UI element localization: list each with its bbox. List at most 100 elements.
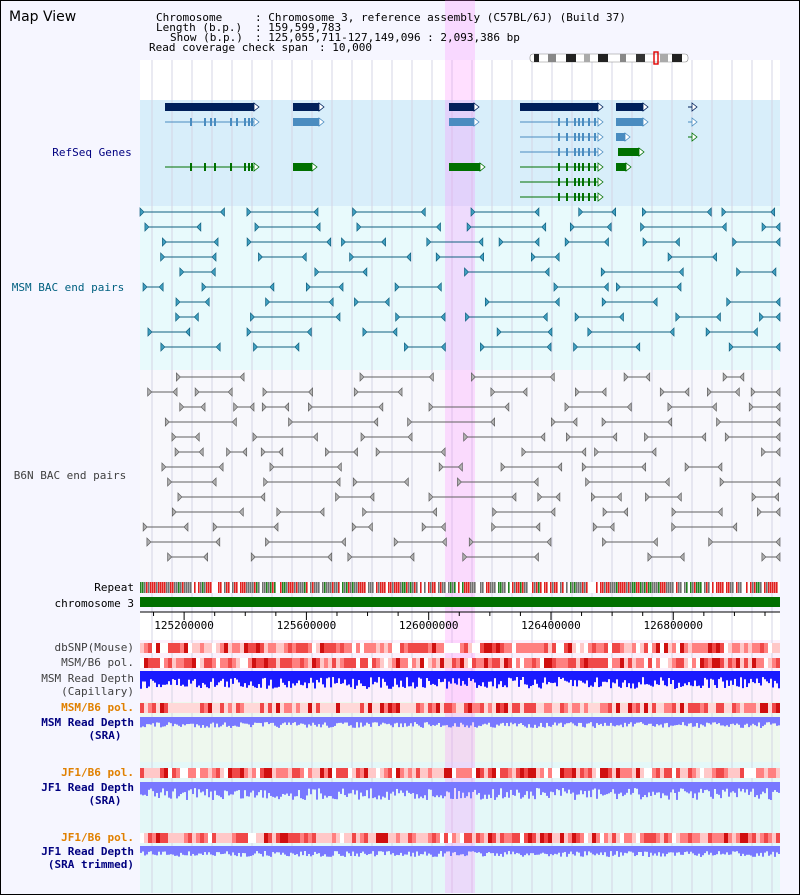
depth-bar <box>680 671 682 687</box>
bac-end-marker <box>544 267 550 277</box>
bac-end-marker <box>564 237 570 247</box>
gene-strand-arrow <box>597 177 604 187</box>
track-label-refseq-genes[interactable]: RefSeq Genes <box>52 146 132 159</box>
gene-exon <box>566 163 568 171</box>
pol-cell <box>340 643 344 653</box>
depth-bar <box>528 782 530 799</box>
depth-bar <box>246 717 248 724</box>
depth-bar <box>164 671 166 685</box>
depth-bar <box>670 782 672 793</box>
track-label-jf1-trim[interactable]: JF1 Read Depth <box>41 845 134 858</box>
depth-bar <box>486 671 488 688</box>
bac-end-marker <box>717 462 723 472</box>
pol-cell <box>144 768 148 778</box>
pol-cell <box>720 643 724 653</box>
pol-cell <box>680 658 684 668</box>
depth-bar <box>310 846 312 857</box>
track-label-msm-depth-sra[interactable]: MSM Read Depth <box>41 716 134 729</box>
depth-bar <box>642 782 644 798</box>
depth-bar <box>258 671 260 685</box>
bac-end-marker <box>609 522 615 532</box>
depth-bar <box>636 671 638 688</box>
depth-bar <box>428 846 430 854</box>
bac-end-marker <box>546 342 552 352</box>
depth-bar <box>208 782 210 798</box>
pol-cell <box>672 703 676 713</box>
pol-cell <box>204 643 208 653</box>
pol-cell <box>524 703 528 713</box>
pol-cell <box>344 643 348 653</box>
track-label-msm-b6-pol-2[interactable]: MSM/B6 pol. <box>61 701 134 714</box>
bac-end-marker <box>592 522 598 532</box>
gene-exon <box>248 163 250 171</box>
depth-bar <box>162 846 164 852</box>
depth-bar <box>660 782 662 799</box>
bac-end-marker <box>549 372 555 382</box>
depth-bar <box>166 671 168 685</box>
pol-cell <box>272 768 276 778</box>
depth-bar <box>678 782 680 792</box>
bac-end-marker <box>581 462 587 472</box>
gene-exon <box>582 178 584 186</box>
pol-cell <box>540 643 544 653</box>
bac-end-marker <box>564 402 570 412</box>
pol-cell <box>208 833 212 843</box>
depth-bar <box>644 671 646 685</box>
track-label-msm-depth-capillary[interactable]: MSM Read Depth <box>41 672 134 685</box>
track-label-repeat[interactable]: Repeat <box>94 581 134 594</box>
track-label-b6n-bac[interactable]: B6N BAC end pairs <box>13 469 127 482</box>
repeat-element <box>534 582 536 593</box>
depth-bar <box>304 846 306 852</box>
pol-cell <box>212 658 216 668</box>
depth-bar <box>524 846 526 856</box>
depth-bar <box>256 717 258 723</box>
depth-bar <box>358 671 360 681</box>
track-label-msm-depth-capillary-sub: (Capillary) <box>61 685 134 698</box>
depth-bar <box>428 671 430 681</box>
depth-bar <box>740 846 742 857</box>
track-label-msm-b6-pol[interactable]: MSM/B6 pol. <box>61 656 134 669</box>
depth-bar <box>182 671 184 685</box>
pol-cell <box>304 833 308 843</box>
pol-cell <box>252 658 256 668</box>
pol-cell <box>740 703 744 713</box>
depth-bar <box>596 782 598 799</box>
bac-end-marker <box>775 312 781 322</box>
gene-exon <box>251 163 253 171</box>
repeat-element <box>500 582 502 593</box>
bac-end-marker <box>616 492 622 502</box>
pol-cell <box>236 768 240 778</box>
track-label-jf1-pol[interactable]: JF1/B6 pol. <box>61 766 134 779</box>
track-label-jf1-depth[interactable]: JF1 Read Depth <box>41 781 134 794</box>
depth-bar <box>430 671 432 685</box>
repeat-element <box>290 582 292 593</box>
pol-cell <box>448 643 452 653</box>
bac-end-marker <box>167 477 173 487</box>
track-label-jf1-pol-2[interactable]: JF1/B6 pol. <box>61 831 134 844</box>
depth-bar <box>230 782 232 795</box>
pol-cell <box>556 643 560 653</box>
depth-bar <box>250 671 252 682</box>
pol-cell <box>316 768 320 778</box>
depth-bar <box>556 671 558 687</box>
track-label-msm-bac[interactable]: MSM BAC end pairs <box>11 281 125 294</box>
depth-bar <box>692 671 694 687</box>
depth-bar <box>690 671 692 686</box>
depth-bar <box>672 846 674 853</box>
depth-bar <box>756 782 758 796</box>
depth-bar <box>482 717 484 725</box>
depth-bar <box>172 782 174 792</box>
depth-bar <box>510 717 512 723</box>
depth-bar <box>730 846 732 855</box>
depth-bar <box>472 717 474 723</box>
depth-bar <box>254 671 256 688</box>
pol-cell <box>604 643 608 653</box>
depth-bar <box>242 782 244 799</box>
pol-cell <box>364 703 368 713</box>
repeat-element <box>224 582 226 593</box>
pol-cell <box>568 643 572 653</box>
track-label-dbsnp[interactable]: dbSNP(Mouse) <box>54 641 134 654</box>
pol-cell <box>540 703 544 713</box>
repeat-element <box>670 582 672 593</box>
